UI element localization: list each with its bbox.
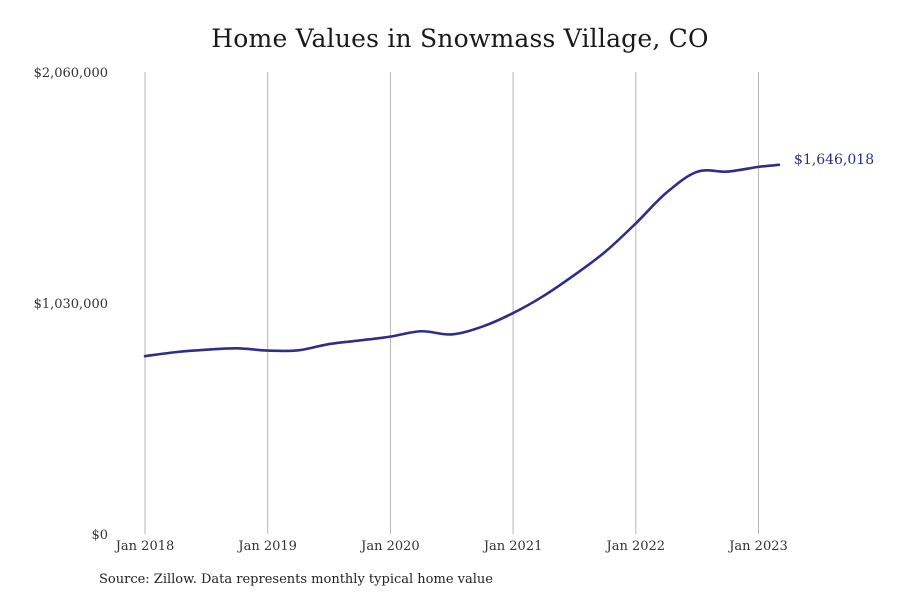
x-tick-label: Jan 2022 <box>605 539 666 554</box>
x-tick-label: Jan 2023 <box>727 539 788 554</box>
y-axis-ticks: $0 $1,030,000 $2,060,000 <box>34 66 108 543</box>
x-tick-label: Jan 2020 <box>359 539 420 554</box>
y-tick-label: $1,030,000 <box>34 297 108 312</box>
series-layer: $1,646,018 <box>143 152 874 358</box>
vertical-gridlines <box>144 72 759 534</box>
x-tick-label: Jan 2021 <box>482 539 543 554</box>
x-tick-label: Jan 2018 <box>114 539 175 554</box>
x-tick-label: Jan 2019 <box>236 539 297 554</box>
series-line <box>143 163 781 358</box>
y-tick-label: $2,060,000 <box>34 66 108 81</box>
source-note: Source: Zillow. Data represents monthly … <box>99 572 493 587</box>
y-tick-label: $0 <box>91 528 108 543</box>
end-value-label: $1,646,018 <box>794 152 874 168</box>
chart-title: Home Values in Snowmass Village, CO <box>211 24 709 53</box>
x-axis-ticks: Jan 2018 Jan 2019 Jan 2020 Jan 2021 Jan 2022… <box>114 539 788 554</box>
